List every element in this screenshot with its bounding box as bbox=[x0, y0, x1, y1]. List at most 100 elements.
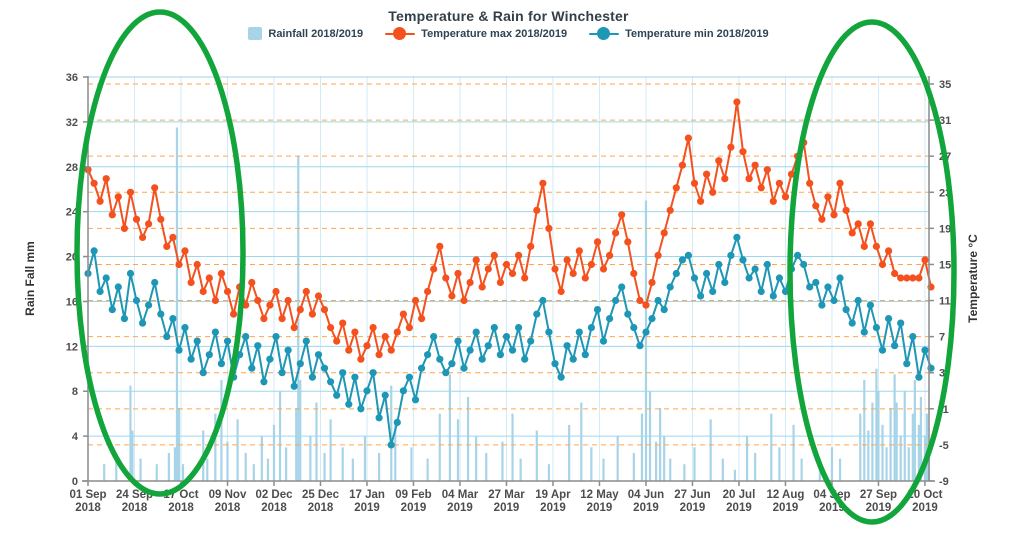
tmin-point[interactable] bbox=[624, 310, 632, 318]
tmax-point[interactable] bbox=[223, 287, 232, 296]
tmin-point[interactable] bbox=[424, 351, 432, 359]
tmax-point[interactable] bbox=[763, 166, 771, 174]
tmax-point[interactable] bbox=[217, 269, 225, 278]
tmax-point[interactable] bbox=[339, 319, 347, 327]
tmin-point[interactable] bbox=[915, 373, 923, 381]
tmin-point[interactable] bbox=[527, 337, 535, 345]
tmin-point[interactable] bbox=[460, 364, 468, 372]
tmax-point[interactable] bbox=[502, 260, 511, 269]
tmax-point[interactable] bbox=[854, 220, 862, 228]
tmax-point[interactable] bbox=[769, 197, 777, 205]
tmax-point[interactable] bbox=[284, 296, 292, 305]
tmin-point[interactable] bbox=[96, 287, 104, 296]
tmax-point[interactable] bbox=[387, 346, 395, 354]
tmax-point[interactable] bbox=[114, 193, 122, 201]
tmax-point[interactable] bbox=[424, 287, 432, 296]
tmin-point[interactable] bbox=[466, 346, 474, 354]
tmin-point[interactable] bbox=[490, 324, 498, 332]
tmin-point[interactable] bbox=[393, 418, 401, 426]
tmin-point[interactable] bbox=[290, 382, 298, 390]
tmin-point[interactable] bbox=[715, 260, 723, 269]
tmin-point[interactable] bbox=[478, 355, 486, 363]
tmax-point[interactable] bbox=[460, 296, 468, 305]
tmax-point[interactable] bbox=[448, 292, 456, 300]
legend-item-tmax[interactable]: Temperature max 2018/2019 bbox=[385, 27, 567, 40]
tmin-point[interactable] bbox=[114, 283, 122, 291]
tmin-point[interactable] bbox=[921, 346, 929, 354]
tmin-point[interactable] bbox=[108, 306, 116, 314]
tmax-point[interactable] bbox=[126, 188, 135, 196]
tmax-point[interactable] bbox=[690, 179, 699, 187]
tmax-point[interactable] bbox=[90, 179, 98, 187]
tmax-point[interactable] bbox=[169, 233, 177, 241]
tmax-point[interactable] bbox=[436, 242, 444, 250]
tmin-point[interactable] bbox=[320, 364, 329, 372]
tmax-point[interactable] bbox=[842, 206, 850, 214]
tmax-line[interactable] bbox=[87, 101, 932, 363]
tmax-point[interactable] bbox=[175, 260, 183, 269]
tmax-point[interactable] bbox=[405, 324, 413, 332]
tmax-point[interactable] bbox=[812, 202, 820, 210]
tmin-point[interactable] bbox=[599, 337, 608, 345]
tmax-point[interactable] bbox=[806, 179, 814, 187]
tmin-point[interactable] bbox=[508, 346, 517, 354]
tmax-point[interactable] bbox=[369, 324, 377, 332]
tmin-point[interactable] bbox=[496, 351, 504, 359]
tmin-point[interactable] bbox=[430, 333, 438, 341]
tmax-point[interactable] bbox=[496, 278, 504, 287]
tmin-point[interactable] bbox=[557, 373, 565, 381]
tmin-point[interactable] bbox=[418, 364, 426, 372]
tmin-point[interactable] bbox=[794, 251, 802, 259]
tmin-point[interactable] bbox=[885, 315, 893, 323]
tmax-point[interactable] bbox=[903, 274, 911, 282]
tmax-point[interactable] bbox=[108, 211, 116, 219]
tmin-point[interactable] bbox=[399, 387, 407, 395]
tmin-point[interactable] bbox=[502, 333, 511, 341]
tmax-point[interactable] bbox=[539, 179, 547, 187]
tmax-point[interactable] bbox=[593, 238, 602, 246]
tmax-point[interactable] bbox=[308, 310, 316, 318]
tmax-point[interactable] bbox=[551, 265, 559, 273]
tmax-point[interactable] bbox=[187, 278, 195, 287]
tmin-point[interactable] bbox=[545, 328, 553, 336]
tmax-point[interactable] bbox=[733, 98, 741, 106]
tmax-point[interactable] bbox=[727, 143, 735, 151]
tmin-point[interactable] bbox=[587, 324, 596, 332]
tmax-point[interactable] bbox=[751, 161, 759, 169]
tmin-point[interactable] bbox=[284, 346, 292, 354]
tmin-point[interactable] bbox=[515, 324, 523, 332]
tmin-point[interactable] bbox=[757, 287, 765, 296]
tmax-point[interactable] bbox=[824, 193, 832, 201]
tmax-point[interactable] bbox=[248, 278, 256, 287]
tmin-point[interactable] bbox=[703, 269, 711, 278]
tmin-point[interactable] bbox=[769, 292, 777, 300]
tmin-point[interactable] bbox=[193, 337, 201, 345]
tmax-point[interactable] bbox=[533, 206, 541, 214]
tmin-point[interactable] bbox=[454, 337, 462, 345]
tmin-point[interactable] bbox=[181, 324, 189, 332]
tmin-point[interactable] bbox=[751, 265, 759, 273]
tmin-point[interactable] bbox=[690, 274, 699, 282]
tmax-point[interactable] bbox=[872, 242, 881, 250]
tmin-point[interactable] bbox=[302, 337, 310, 345]
tmax-point[interactable] bbox=[381, 333, 389, 341]
tmin-point[interactable] bbox=[436, 355, 444, 363]
tmin-point[interactable] bbox=[697, 292, 705, 300]
tmax-point[interactable] bbox=[314, 292, 323, 300]
tmax-point[interactable] bbox=[709, 188, 717, 196]
tmin-point[interactable] bbox=[551, 360, 559, 368]
tmax-point[interactable] bbox=[478, 283, 486, 291]
tmax-point[interactable] bbox=[703, 170, 711, 178]
tmin-point[interactable] bbox=[593, 306, 602, 314]
tmin-point[interactable] bbox=[848, 319, 856, 327]
tmin-point[interactable] bbox=[308, 373, 316, 381]
tmin-point[interactable] bbox=[539, 296, 547, 305]
tmax-point[interactable] bbox=[454, 269, 462, 278]
tmin-point[interactable] bbox=[278, 369, 286, 377]
tmax-point[interactable] bbox=[363, 342, 371, 350]
tmin-point[interactable] bbox=[242, 333, 250, 341]
tmin-point[interactable] bbox=[618, 283, 626, 291]
tmin-point[interactable] bbox=[775, 274, 784, 282]
tmin-point[interactable] bbox=[339, 369, 347, 377]
tmin-point[interactable] bbox=[654, 296, 662, 305]
